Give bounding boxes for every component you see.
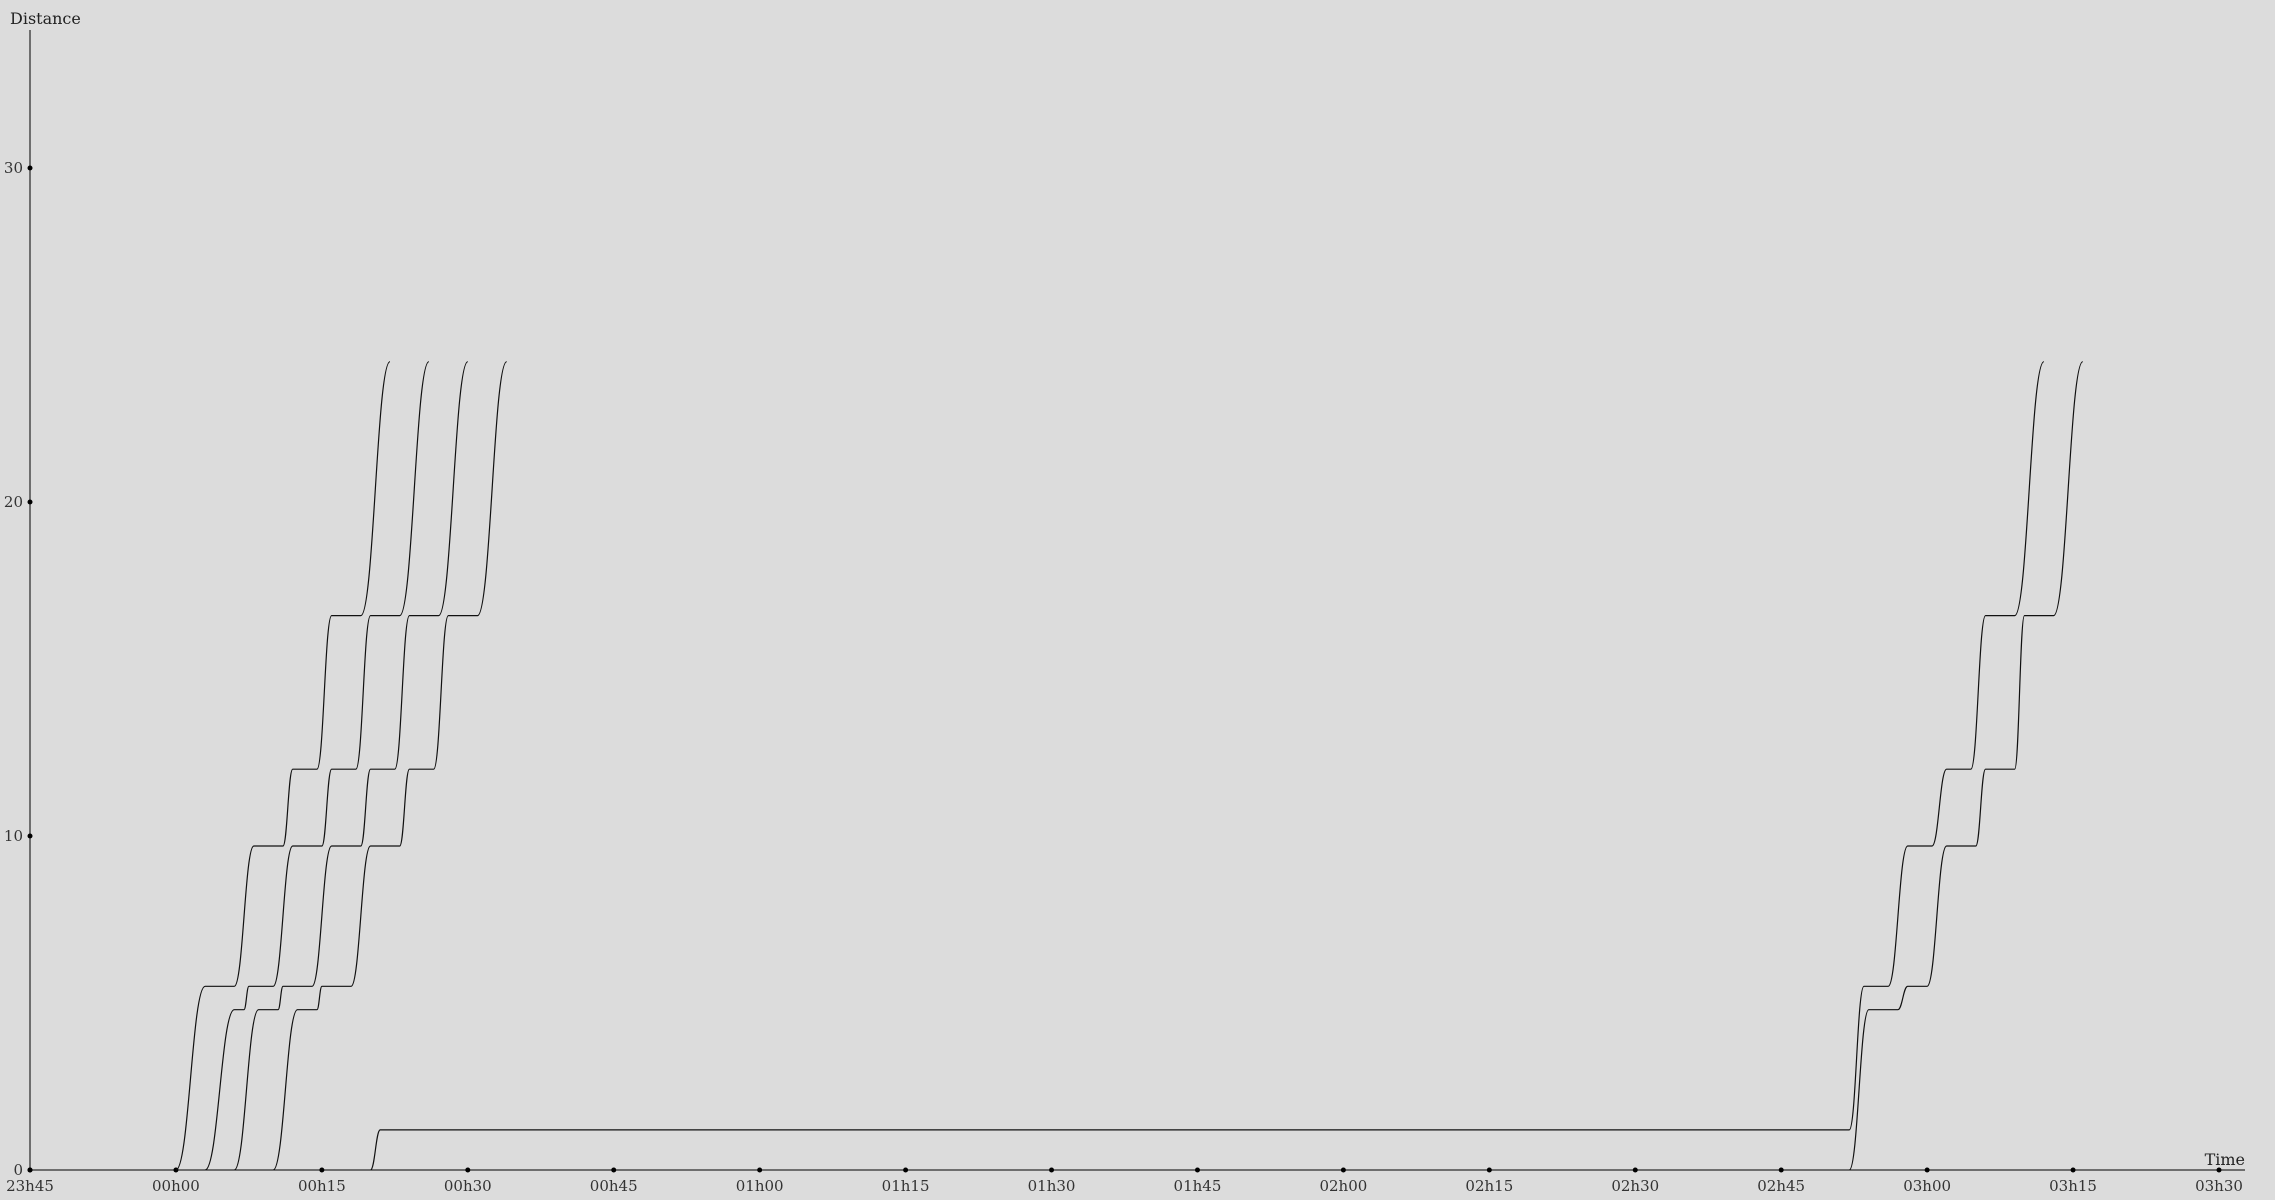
x-tick-mark (611, 1167, 617, 1173)
x-tick-mark (1486, 1167, 1492, 1173)
x-tick-mark (27, 1167, 33, 1173)
train-path-6 (1848, 361, 2084, 1171)
x-axis-ticks: 23h45 00h00 00h15 00h30 00h45 01h00 01h15 01h30… (6, 1167, 2243, 1195)
x-tick-label: 00h45 (590, 1177, 638, 1195)
x-tick-label: 00h15 (298, 1177, 346, 1195)
x-tick-mark (2070, 1167, 2076, 1173)
train-path-1 (175, 361, 391, 1171)
y-tick-mark (27, 833, 33, 839)
x-tick-label: 03h15 (2049, 1177, 2097, 1195)
x-tick-mark (1340, 1167, 1346, 1173)
x-tick-label: 01h00 (736, 1177, 784, 1195)
train-path-5 (369, 361, 2045, 1171)
x-tick-mark (1778, 1167, 1784, 1173)
y-axis-title: Distance (10, 9, 81, 28)
x-tick-mark (319, 1167, 325, 1173)
x-tick-label: 00h00 (152, 1177, 200, 1195)
x-tick-label: 02h15 (1465, 1177, 1513, 1195)
x-tick-mark (1924, 1167, 1930, 1173)
y-tick-label: 0 (13, 1161, 23, 1179)
x-tick-mark (1632, 1167, 1638, 1173)
x-tick-mark (757, 1167, 763, 1173)
train-path-3 (233, 361, 469, 1171)
x-tick-mark (465, 1167, 471, 1173)
x-tick-mark (1049, 1167, 1055, 1173)
x-tick-label: 02h30 (1611, 1177, 1659, 1195)
train-path-4 (272, 361, 508, 1171)
x-tick-label: 01h15 (882, 1177, 930, 1195)
x-tick-mark (1194, 1167, 1200, 1173)
y-tick-label: 10 (4, 827, 23, 845)
x-tick-label: 03h00 (1903, 1177, 1951, 1195)
train-paths (175, 361, 2084, 1171)
x-tick-mark (2216, 1167, 2222, 1173)
x-tick-mark (903, 1167, 909, 1173)
train-path-2 (204, 361, 430, 1171)
y-tick-label: 30 (4, 159, 23, 177)
x-tick-label: 01h30 (1028, 1177, 1076, 1195)
y-tick-mark (27, 499, 33, 505)
x-tick-label: 23h45 (6, 1177, 54, 1195)
y-tick-mark (27, 165, 33, 171)
x-tick-label: 02h45 (1757, 1177, 1805, 1195)
x-axis-title: Time (2205, 1150, 2245, 1169)
x-tick-label: 03h30 (2195, 1177, 2243, 1195)
x-tick-label: 02h00 (1319, 1177, 1367, 1195)
y-axis-ticks: 0 10 20 30 (4, 159, 33, 1179)
y-tick-label: 20 (4, 493, 23, 511)
x-tick-label: 01h45 (1174, 1177, 1222, 1195)
x-tick-label: 00h30 (444, 1177, 492, 1195)
